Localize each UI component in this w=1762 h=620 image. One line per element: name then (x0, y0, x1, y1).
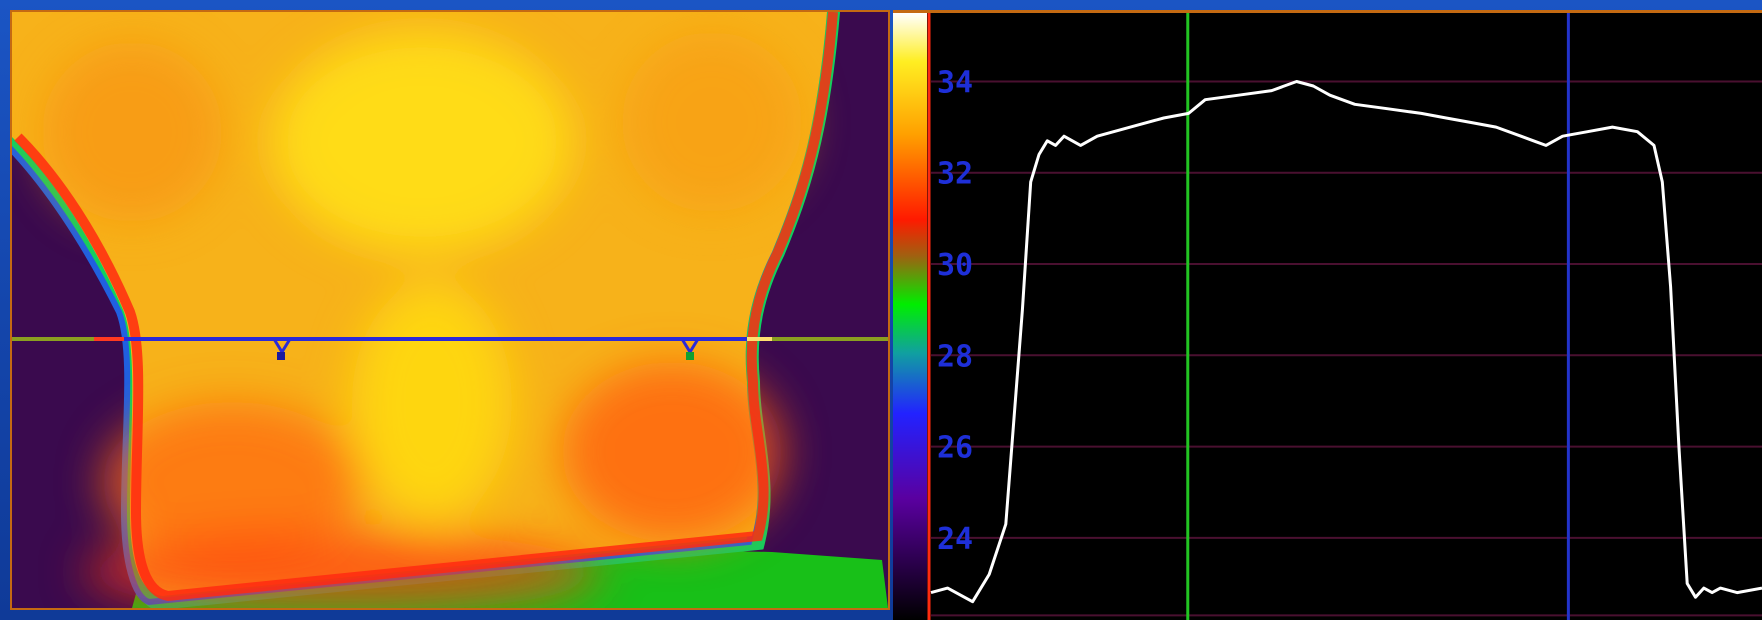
color-scale-bar (893, 13, 927, 620)
scale-label: 28 (937, 339, 973, 374)
grid-lines (931, 80, 1762, 617)
scale-label: 24 (937, 522, 973, 557)
thermal-image[interactable] (10, 10, 890, 610)
plot-background (893, 10, 1762, 620)
scale-label: 30 (937, 248, 973, 283)
cursor-marker-icon[interactable] (272, 338, 292, 360)
cursor-marker-icon[interactable] (680, 338, 700, 360)
scale-label: 26 (937, 431, 973, 466)
temperature-scale-labels: 34 32 30 28 26 24 (937, 65, 973, 556)
scale-label: 32 (937, 157, 973, 192)
scale-label: 34 (937, 65, 973, 100)
temperature-profile-panel: 34 32 30 28 26 24 (893, 10, 1762, 620)
temperature-profile-line (930, 80, 1762, 604)
